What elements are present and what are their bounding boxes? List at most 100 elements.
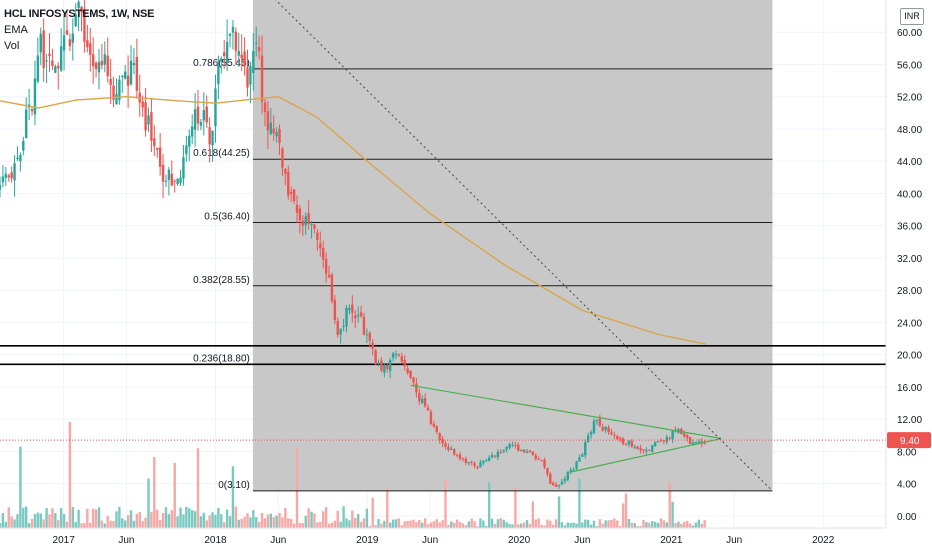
volume-bar xyxy=(435,519,438,528)
volume-bar xyxy=(578,478,581,528)
volume-bar xyxy=(86,508,89,528)
volume-bar xyxy=(298,523,302,528)
volume-bar xyxy=(10,516,13,528)
volume-bar xyxy=(188,508,191,528)
candle-body xyxy=(147,115,150,125)
fibonacci-zone xyxy=(252,0,773,491)
candle-body xyxy=(199,121,203,126)
candle-body xyxy=(502,449,505,452)
volume-bar xyxy=(383,520,386,528)
candle-body xyxy=(257,47,261,52)
candle-body xyxy=(220,59,223,62)
price-tick-label: 24.00 xyxy=(897,318,922,329)
time-tick-label: 2021 xyxy=(660,535,683,546)
candle-body xyxy=(68,39,72,47)
volume-bar xyxy=(243,516,246,528)
volume-bar xyxy=(691,525,695,528)
candle-body xyxy=(292,189,296,202)
price-tick-label: 4.00 xyxy=(897,480,917,491)
currency-badge[interactable]: INR xyxy=(900,8,924,25)
volume-legend-label[interactable]: Vol xyxy=(4,40,20,52)
price-tick-label: 60.00 xyxy=(897,28,922,39)
volume-bar xyxy=(272,517,275,528)
price-tick-label: 52.00 xyxy=(897,93,922,104)
volume-bar xyxy=(118,507,121,528)
candle-body xyxy=(447,446,450,451)
candle-body xyxy=(348,307,351,311)
volume-bar xyxy=(598,519,602,528)
volume-bar xyxy=(377,519,380,528)
volume-bar xyxy=(680,523,683,528)
fib-level-label: 0.5(36.40) xyxy=(204,211,250,222)
volume-bar xyxy=(202,512,206,528)
volume-bar xyxy=(319,521,322,528)
time-tick-label: Jun xyxy=(118,535,134,546)
candle-body xyxy=(86,40,89,48)
volume-bar xyxy=(575,523,578,528)
candle-body xyxy=(48,53,51,57)
candle-body xyxy=(356,315,360,317)
candle-body xyxy=(124,71,127,79)
price-tick-label: 28.00 xyxy=(897,286,922,297)
candle-body xyxy=(260,55,264,102)
candle-body xyxy=(380,360,383,371)
time-tick-label: Jun xyxy=(270,535,286,546)
volume-bar xyxy=(16,514,19,528)
candle-body xyxy=(74,14,77,27)
volume-bar xyxy=(415,522,418,528)
candle-body xyxy=(549,473,552,484)
volume-bar xyxy=(220,514,223,528)
volume-bar xyxy=(0,523,2,528)
candle-body xyxy=(243,51,246,67)
volume-bar xyxy=(351,510,354,528)
candle-body xyxy=(237,51,240,56)
candle-body xyxy=(167,169,171,180)
candle-body xyxy=(514,444,517,446)
volume-bar xyxy=(342,506,345,528)
candle-body xyxy=(287,171,290,196)
candle-body xyxy=(391,353,395,358)
candle-body xyxy=(342,325,345,327)
triangle-upper-line xyxy=(410,384,722,440)
volume-bar xyxy=(549,520,552,528)
candle-body xyxy=(432,423,436,427)
volume-bar xyxy=(91,508,95,528)
volume-bar xyxy=(450,521,453,528)
candle-body xyxy=(598,418,602,426)
current-price-label: 9.40 xyxy=(900,436,920,447)
candle-body xyxy=(485,460,488,462)
volume-bar xyxy=(234,506,238,528)
candle-body xyxy=(505,447,508,450)
price-tick-label: 40.00 xyxy=(897,189,922,200)
volume-bar xyxy=(447,525,450,528)
volume-bar xyxy=(455,519,459,528)
candle-body xyxy=(217,64,220,85)
volume-bar xyxy=(100,520,104,528)
volume-bar xyxy=(27,523,31,528)
candle-body xyxy=(400,356,404,362)
candle-body xyxy=(525,451,529,453)
candle-body xyxy=(284,168,287,174)
candle-body xyxy=(610,432,613,435)
candle-body xyxy=(511,444,514,446)
volume-bar xyxy=(365,508,369,528)
candle-body xyxy=(653,442,657,447)
volume-bar xyxy=(584,519,587,528)
candle-body xyxy=(388,359,392,372)
volume-bar xyxy=(287,518,290,528)
candle-body xyxy=(246,67,249,88)
candle-body xyxy=(202,110,206,121)
volume-bar xyxy=(80,523,83,528)
symbol-title[interactable]: HCL INFOSYSTEMS, 1W, NSE xyxy=(4,8,155,20)
volume-bar xyxy=(627,518,631,528)
volume-bar xyxy=(633,523,636,528)
candle-body xyxy=(112,85,115,100)
candle-body xyxy=(71,33,74,43)
candle-body xyxy=(659,440,663,442)
volume-bar xyxy=(397,518,401,528)
volume-bar xyxy=(190,510,194,528)
volume-bar xyxy=(51,508,54,528)
volume-bar xyxy=(601,523,604,528)
ema-legend-label[interactable]: EMA xyxy=(4,24,28,36)
